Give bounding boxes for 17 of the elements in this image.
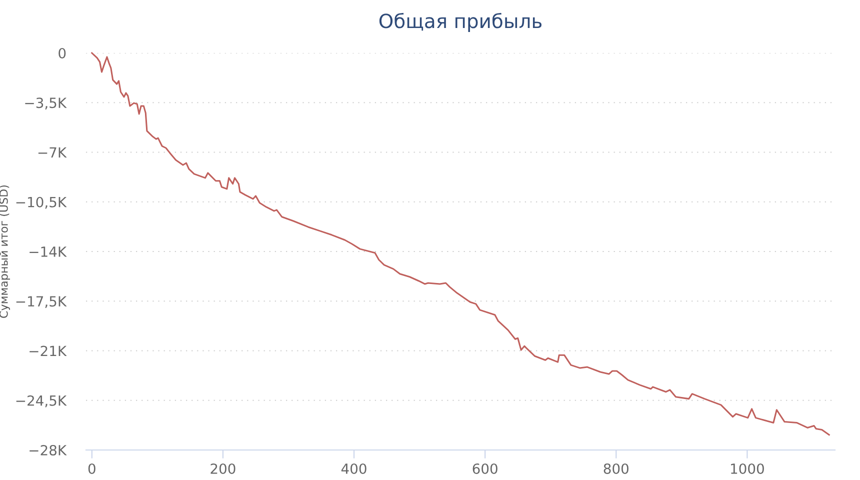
y-tick-label: −14K: [30, 246, 67, 257]
y-tick-label: −21K: [30, 346, 67, 356]
x-tick-label: 0: [88, 463, 96, 474]
x-tick-label: 400: [341, 463, 366, 474]
y-tick-label: −28K: [30, 444, 67, 456]
chart-title: Общая прибыль: [379, 12, 542, 32]
x-tick-label: 1000: [731, 463, 764, 474]
y-tick-label: −17,5K: [16, 296, 67, 308]
y-tick-label: −10,5K: [16, 196, 67, 209]
y-tick-label: −3,5K: [25, 98, 67, 110]
line-series: [91, 52, 830, 436]
y-tick-label: 0: [58, 48, 66, 58]
y-tick-label: −24,5K: [16, 395, 67, 408]
x-tick-label: 600: [472, 463, 498, 474]
x-tick-label: 200: [210, 463, 236, 474]
y-tick-label: −7K: [38, 147, 67, 158]
x-tick-label: 800: [604, 463, 628, 474]
